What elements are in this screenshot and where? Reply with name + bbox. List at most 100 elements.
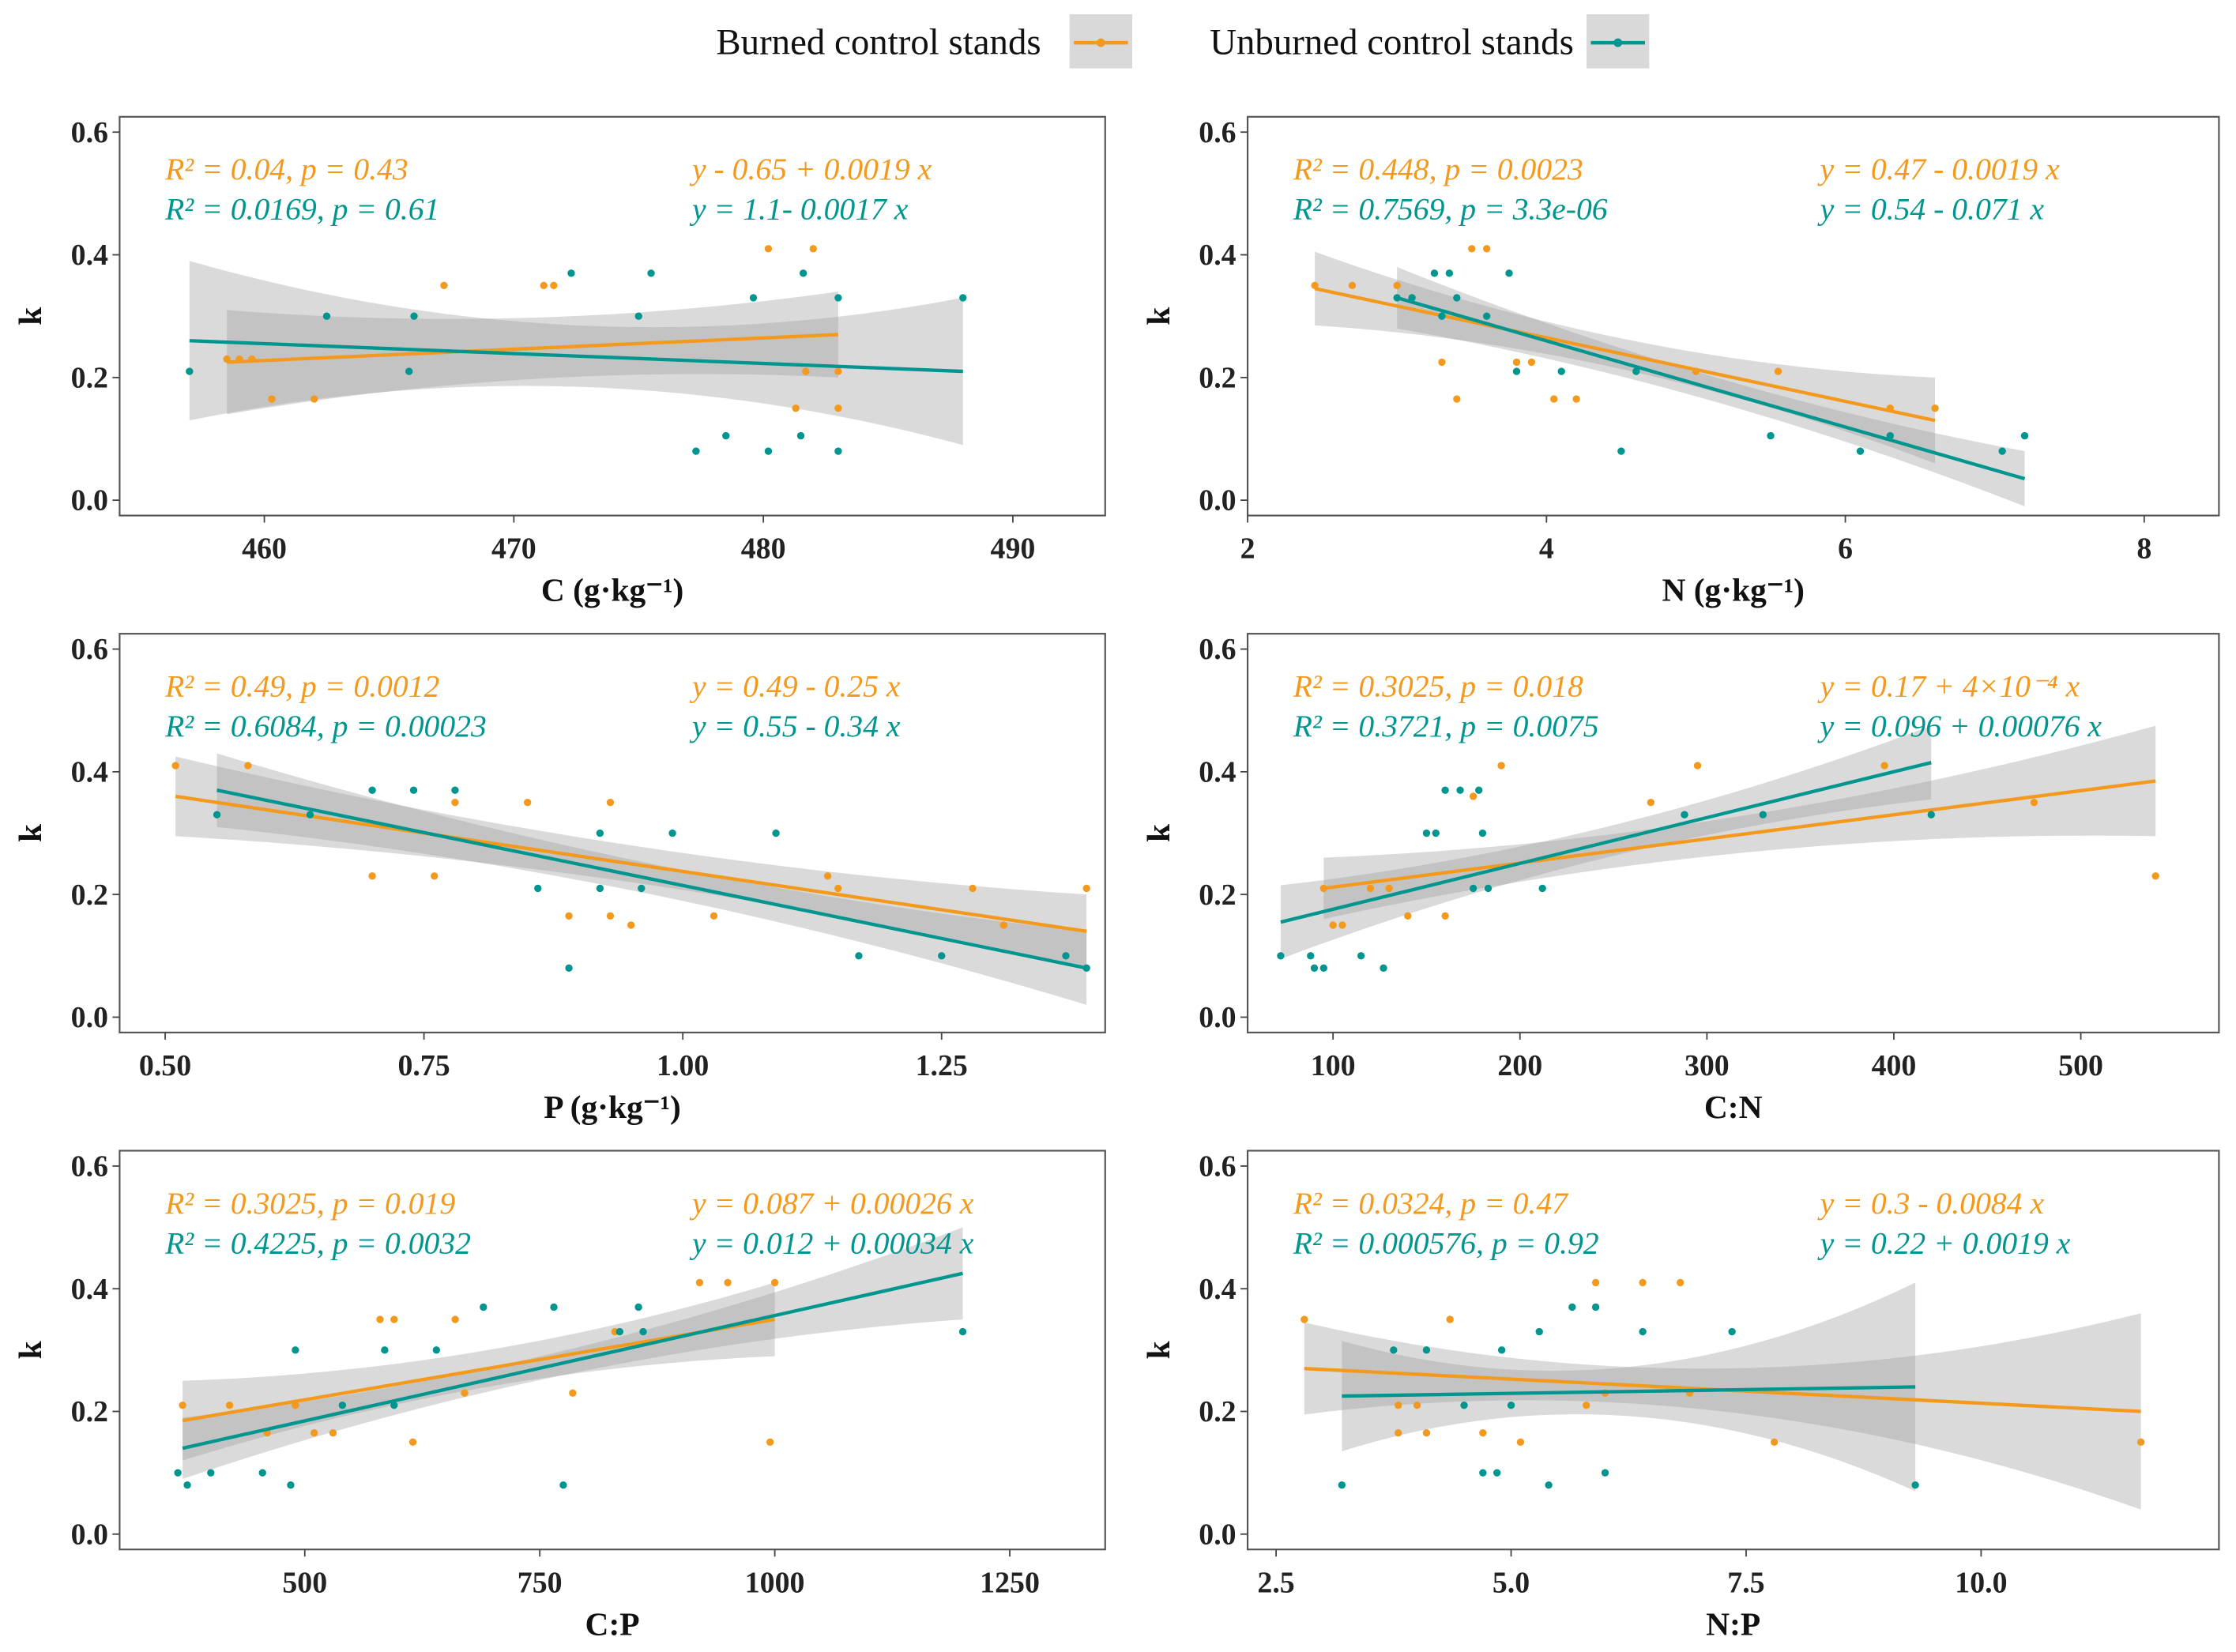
data-point-unburned bbox=[1568, 1303, 1576, 1311]
data-point-unburned bbox=[1497, 1346, 1506, 1354]
y-tick-label: 0.0 bbox=[71, 1518, 108, 1551]
data-point-unburned bbox=[1507, 1402, 1515, 1409]
data-point-unburned bbox=[480, 1303, 487, 1311]
equation-unburned: y = 0.012 + 0.00034 x bbox=[689, 1225, 974, 1260]
x-tick-label: 750 bbox=[518, 1566, 563, 1599]
data-point-unburned bbox=[1728, 1327, 1736, 1336]
data-point-burned bbox=[2030, 799, 2038, 807]
x-tick-label: 500 bbox=[2058, 1049, 2103, 1082]
data-point-burned bbox=[565, 912, 573, 920]
data-point-burned bbox=[390, 1315, 398, 1323]
confidence-band-burned bbox=[1323, 725, 2156, 920]
data-point-burned bbox=[710, 912, 718, 920]
data-point-burned bbox=[1931, 404, 1939, 412]
data-point-unburned bbox=[1438, 312, 1446, 320]
fit-line-unburned bbox=[189, 339, 963, 374]
equation-burned: y = 0.47 - 0.0019 x bbox=[1817, 152, 2060, 186]
data-point-unburned bbox=[292, 1346, 299, 1354]
x-tick-label: 1250 bbox=[980, 1566, 1040, 1599]
data-point-unburned bbox=[381, 1346, 389, 1354]
data-point-burned bbox=[1512, 358, 1521, 367]
data-point-burned bbox=[809, 245, 817, 253]
confidence-band-unburned bbox=[189, 261, 963, 446]
data-point-burned bbox=[235, 355, 243, 363]
data-point-unburned bbox=[1390, 1346, 1398, 1354]
data-point-burned bbox=[766, 1438, 774, 1447]
x-tick-label: 400 bbox=[1872, 1049, 1917, 1082]
data-point-burned bbox=[1550, 395, 1558, 403]
x-tick-label: 300 bbox=[1685, 1049, 1730, 1082]
legend-dot-unburned bbox=[1613, 38, 1623, 47]
data-point-burned bbox=[1422, 1428, 1431, 1437]
data-point-burned bbox=[969, 884, 977, 893]
data-point-unburned bbox=[1482, 312, 1491, 320]
y-tick-label: 0.4 bbox=[1199, 1273, 1236, 1306]
data-point-burned bbox=[999, 921, 1008, 929]
y-tick-label: 0.6 bbox=[71, 633, 108, 666]
data-point-unburned bbox=[1478, 829, 1487, 837]
data-point-burned bbox=[223, 355, 231, 363]
data-point-burned bbox=[1572, 395, 1580, 403]
data-point-burned bbox=[627, 921, 635, 929]
x-tick-label: 4 bbox=[1539, 532, 1554, 566]
data-point-burned bbox=[834, 884, 842, 893]
data-point-burned bbox=[1770, 1438, 1779, 1447]
equation-unburned: y = 0.096 + 0.00076 x bbox=[1817, 709, 2102, 743]
y-tick-label: 0.6 bbox=[71, 116, 108, 149]
data-point-unburned bbox=[1681, 811, 1688, 818]
y-tick-label: 0.4 bbox=[71, 755, 108, 788]
data-point-unburned bbox=[567, 269, 575, 277]
data-point-unburned bbox=[1469, 884, 1477, 893]
data-point-unburned bbox=[410, 312, 418, 320]
panel-6: 0.0 0.2 0.4 0.6 2.5 5.0 7.5 10.0 N:P k R² = 0.0324… bbox=[1140, 1150, 2220, 1642]
data-point-burned bbox=[1647, 799, 1655, 807]
equation-burned: y = 0.17 + 4×10⁻⁴ x bbox=[1817, 668, 2080, 703]
data-point-unburned bbox=[1456, 786, 1464, 794]
panel-3: 0.0 0.2 0.4 0.6 0.50 0.75 1.00 1.25 P (g·kg⁻¹) k R… bbox=[12, 633, 1106, 1126]
data-point-burned bbox=[1438, 358, 1446, 367]
data-point-unburned bbox=[1493, 1469, 1501, 1477]
data-point-unburned bbox=[287, 1481, 295, 1489]
data-point-unburned bbox=[1479, 1469, 1487, 1477]
data-point-unburned bbox=[958, 1327, 967, 1336]
data-point-unburned bbox=[634, 312, 642, 320]
data-point-burned bbox=[368, 872, 376, 880]
data-point-unburned bbox=[855, 952, 863, 960]
data-point-unburned bbox=[959, 294, 967, 302]
data-point-unburned bbox=[596, 829, 604, 837]
data-point-unburned bbox=[834, 294, 842, 302]
data-point-unburned bbox=[938, 952, 946, 960]
x-tick-label: 1.25 bbox=[916, 1049, 968, 1082]
data-point-burned bbox=[1468, 245, 1476, 253]
x-tick-label: 10.0 bbox=[1955, 1566, 2007, 1599]
y-axis-label: k bbox=[12, 824, 48, 842]
data-point-unburned bbox=[1639, 1327, 1647, 1336]
data-point-unburned bbox=[368, 786, 376, 794]
data-point-burned bbox=[292, 1402, 299, 1409]
data-point-unburned bbox=[799, 269, 807, 277]
data-point-burned bbox=[171, 762, 179, 770]
data-point-burned bbox=[823, 872, 832, 880]
data-point-burned bbox=[540, 281, 548, 290]
data-point-unburned bbox=[207, 1469, 215, 1477]
equation-burned: y - 0.65 + 0.0019 x bbox=[689, 152, 932, 186]
y-tick-label: 0.0 bbox=[1199, 484, 1236, 517]
data-point-burned bbox=[1693, 762, 1702, 770]
data-point-unburned bbox=[1082, 964, 1090, 973]
y-axis-label: k bbox=[1140, 307, 1176, 326]
x-tick-label: 500 bbox=[282, 1566, 327, 1599]
fit-line-burned bbox=[1314, 287, 1936, 423]
data-point-unburned bbox=[634, 1303, 642, 1311]
y-tick-label: 0.0 bbox=[71, 484, 108, 517]
data-point-burned bbox=[244, 762, 252, 770]
data-point-burned bbox=[310, 1428, 318, 1437]
y-axis-label: k bbox=[1140, 824, 1176, 842]
x-tick-label: 2.5 bbox=[1257, 1566, 1294, 1599]
x-axis-label: P (g·kg⁻¹) bbox=[544, 1089, 681, 1126]
plot-frame bbox=[1246, 633, 2220, 1033]
data-point-unburned bbox=[1357, 952, 1365, 960]
y-tick-label: 0.2 bbox=[71, 879, 108, 912]
data-point-unburned bbox=[1998, 447, 2006, 455]
y-tick-label: 0.2 bbox=[1199, 879, 1236, 912]
equation-burned: y = 0.087 + 0.00026 x bbox=[689, 1186, 974, 1221]
